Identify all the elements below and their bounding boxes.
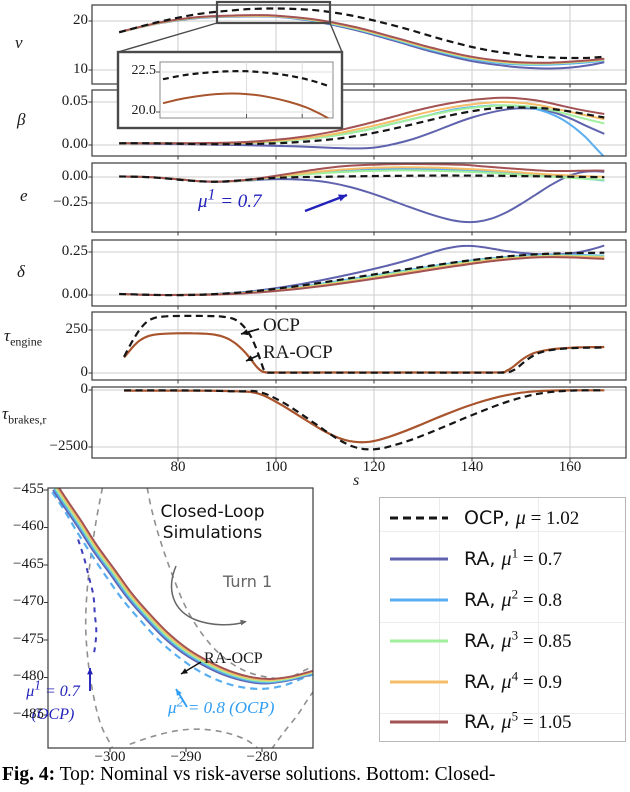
zoom-indicator-rect xyxy=(215,0,332,25)
legend-entry: OCP, μ = 1.02 xyxy=(380,501,625,535)
arrow-head-icon xyxy=(241,329,249,336)
legend-gridline xyxy=(439,498,440,741)
plot-beta xyxy=(119,96,605,156)
series-ra-mu1 xyxy=(119,107,605,150)
series-ra-mu5 xyxy=(119,163,605,183)
series-ra-mu5 xyxy=(119,96,605,145)
arrow-head-icon xyxy=(246,355,254,361)
track-boundary xyxy=(129,690,313,748)
ocp-mu1-trajectory xyxy=(77,539,98,656)
legend-gridline xyxy=(380,622,625,623)
legend-line-sample xyxy=(390,720,448,724)
plot-tau_brakes xyxy=(124,389,605,451)
legend-label: RA, μ4 = 0.9 xyxy=(464,668,563,693)
arrow-head-icon xyxy=(240,619,247,626)
ocp-mu2-trajectory xyxy=(51,491,313,690)
series-ra-ocp xyxy=(123,332,605,374)
plot-v xyxy=(118,7,605,70)
plot-delta xyxy=(119,244,605,297)
legend-line-sample xyxy=(390,516,448,520)
legend-gridline xyxy=(538,498,539,741)
legend-label: RA, μ5 = 1.05 xyxy=(464,708,572,733)
turn-arrow-icon xyxy=(170,565,246,626)
series-ocp xyxy=(119,174,605,183)
legend-entry: RA, μ5 = 1.05 xyxy=(380,705,625,739)
legend-entry: RA, μ4 = 0.9 xyxy=(380,665,625,699)
series-ocp xyxy=(124,389,605,451)
arrow-head-icon xyxy=(181,668,188,674)
legend-gridline xyxy=(380,531,625,532)
legend-label: RA, μ2 = 0.8 xyxy=(464,586,563,611)
figure-caption: Fig. 4: Top: Nominal vs risk-averse solu… xyxy=(2,764,496,785)
ra-trajectory-mu4 xyxy=(56,488,313,682)
legend-line-sample xyxy=(390,639,448,643)
series-ocp xyxy=(118,7,605,60)
ra-trajectory-mu5 xyxy=(57,488,313,681)
series-ra-mu5 xyxy=(118,14,605,64)
legend-entry: RA, μ3 = 0.85 xyxy=(380,624,625,658)
legend-label: RA, μ3 = 0.85 xyxy=(464,627,572,652)
inset-plot xyxy=(162,69,331,118)
series-ra-ocp xyxy=(124,389,605,444)
trajectory-plot xyxy=(48,488,313,748)
plot-e xyxy=(119,163,605,224)
legend-box: OCP, μ = 1.02 RA, μ1 = 0.7 RA, μ2 = 0.8 RA,… xyxy=(379,497,626,742)
legend-gridline xyxy=(380,713,625,714)
ra-trajectory-mu3 xyxy=(54,488,313,683)
legend-line-sample xyxy=(390,598,448,602)
plot-tau_engine xyxy=(123,314,605,374)
track-boundary xyxy=(84,488,114,748)
arrow-head-icon xyxy=(87,668,93,675)
series-ocp xyxy=(119,251,605,297)
arrow-head-icon xyxy=(338,194,347,202)
legend-entry: RA, μ1 = 0.7 xyxy=(380,542,625,576)
legend-line-sample xyxy=(390,557,448,561)
legend-entry: RA, μ2 = 0.8 xyxy=(380,583,625,617)
series-ocp xyxy=(119,106,605,146)
legend-line-sample xyxy=(390,680,448,684)
legend-label: OCP, μ = 1.02 xyxy=(464,506,580,529)
arrow-head-icon xyxy=(176,689,182,696)
legend-label: RA, μ1 = 0.7 xyxy=(464,545,563,570)
